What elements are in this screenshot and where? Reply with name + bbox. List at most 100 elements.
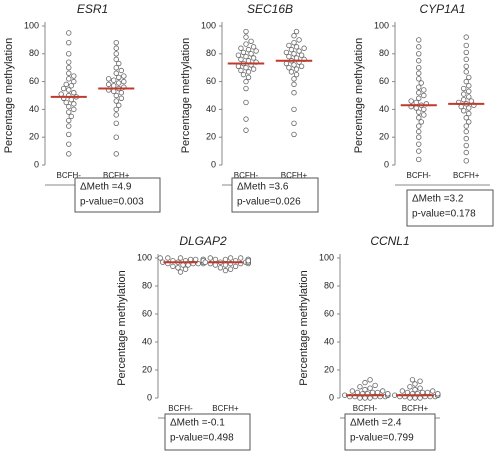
point	[362, 386, 368, 393]
point	[243, 64, 249, 71]
stats-box	[344, 413, 436, 451]
x-tick-label: BCFH+	[281, 171, 308, 180]
point	[291, 120, 297, 126]
point	[291, 131, 297, 138]
y-tick-label: 60	[379, 76, 389, 86]
stats-box	[231, 177, 319, 213]
y-tick-label: 100	[374, 20, 389, 30]
point	[116, 74, 122, 81]
point	[71, 106, 77, 113]
point	[385, 391, 391, 397]
point	[222, 256, 229, 263]
point	[66, 103, 72, 110]
point	[66, 39, 72, 46]
point	[416, 123, 422, 129]
point	[116, 80, 122, 86]
point	[68, 113, 74, 120]
point	[227, 255, 234, 261]
point	[417, 395, 423, 401]
point	[170, 263, 176, 270]
point	[291, 33, 297, 39]
y-tick-label: 60	[206, 76, 216, 86]
y-tick-label: 100	[137, 252, 152, 262]
chart-title: DLGAP2	[179, 234, 227, 248]
point	[291, 81, 297, 88]
point	[291, 76, 297, 82]
chart-title: CYP1A1	[419, 2, 465, 16]
point	[296, 48, 302, 54]
y-tick-label: 20	[142, 364, 152, 374]
stats-text: p-value=0.178	[412, 209, 476, 220]
point	[60, 85, 67, 92]
point	[116, 60, 122, 67]
point	[416, 70, 422, 76]
point	[113, 134, 119, 140]
point	[416, 84, 422, 90]
point	[372, 382, 378, 389]
point	[235, 52, 242, 58]
point	[357, 384, 363, 390]
y-tick-label: 40	[142, 336, 152, 346]
point	[66, 30, 72, 36]
point	[66, 87, 72, 93]
point	[466, 74, 472, 81]
point	[222, 262, 229, 268]
point	[463, 115, 469, 121]
point	[430, 388, 436, 394]
point	[113, 151, 119, 157]
y-tick-label: 20	[379, 132, 389, 142]
y-axis-label: Percentage methylation	[298, 270, 310, 386]
point	[416, 95, 422, 101]
x-tick-label: BCFH+	[453, 171, 480, 180]
point	[463, 69, 469, 75]
y-tick-label: 60	[142, 308, 152, 318]
point	[399, 388, 406, 394]
point	[235, 63, 242, 70]
point	[421, 112, 427, 118]
y-tick-label: 80	[206, 48, 216, 58]
point	[245, 258, 251, 264]
point	[232, 263, 239, 270]
point	[404, 389, 411, 396]
y-axis-label: Percentage methylation	[180, 38, 192, 154]
point	[105, 76, 112, 82]
point	[413, 105, 419, 111]
point	[180, 262, 186, 268]
y-tick-label: 20	[206, 132, 216, 142]
point	[416, 134, 422, 140]
point	[461, 85, 467, 92]
point	[466, 94, 472, 100]
point	[202, 259, 208, 265]
point	[243, 85, 249, 92]
point	[253, 48, 259, 54]
point	[286, 64, 292, 71]
point	[248, 38, 254, 44]
point	[243, 41, 249, 47]
point	[421, 87, 427, 93]
point	[293, 66, 300, 72]
y-tick-label: 60	[29, 76, 39, 86]
y-tick-label: 20	[324, 364, 334, 374]
point	[291, 39, 297, 46]
point	[165, 255, 171, 261]
point	[416, 141, 422, 147]
point	[466, 83, 472, 89]
point	[466, 119, 472, 125]
point	[222, 267, 229, 274]
point	[286, 53, 292, 60]
point	[369, 389, 376, 396]
point	[424, 389, 431, 396]
y-tick-label: 0	[329, 392, 334, 402]
point	[463, 78, 469, 85]
point	[463, 49, 469, 56]
point	[71, 78, 77, 85]
point	[293, 71, 300, 78]
point	[243, 116, 249, 122]
y-tick-label: 100	[24, 20, 39, 30]
point	[463, 63, 469, 70]
point	[113, 120, 119, 126]
y-tick-label: 60	[324, 308, 334, 318]
point	[421, 92, 427, 99]
point	[435, 391, 441, 397]
